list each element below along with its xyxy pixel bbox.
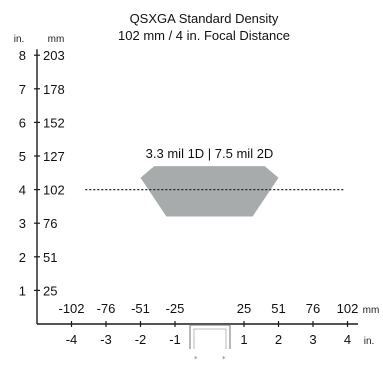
x-tick-label-inches: 2: [275, 332, 282, 347]
x-tick-label-inches: -2: [135, 332, 147, 347]
x-tick-label-inches: 3: [309, 332, 316, 347]
y-tick-label-inches: 6: [19, 115, 26, 130]
read-zone-area: [140, 166, 279, 217]
x-tick-label-mm: 51: [271, 301, 285, 316]
x-tick-label-inches: 1: [240, 332, 247, 347]
y-unit-mm: mm: [48, 34, 65, 45]
x-tick-label-mm: -51: [131, 301, 150, 316]
x-tick-label-inches: -1: [169, 332, 181, 347]
y-tick-label-mm: 203: [43, 48, 65, 63]
chart-title: QSXGA Standard Density: [130, 11, 279, 26]
x-tick-label-mm: -76: [97, 301, 116, 316]
y-tick-label-inches: 1: [19, 283, 26, 298]
svg-text:*: *: [194, 355, 198, 363]
x-tick-label-mm: -25: [166, 301, 185, 316]
x-tick-label-inches: -4: [66, 332, 78, 347]
y-tick-label-inches: 4: [19, 183, 26, 198]
y-tick-label-inches: 8: [19, 48, 26, 63]
y-tick-label-mm: 152: [43, 115, 65, 130]
y-tick-label-inches: 5: [19, 149, 26, 164]
y-tick-label-inches: 2: [19, 250, 26, 265]
x-unit-inches: in.: [364, 336, 375, 347]
x-tick-label-mm: 102: [337, 301, 359, 316]
y-tick-label-inches: 7: [19, 82, 26, 97]
x-tick-label-mm: -102: [58, 301, 84, 316]
read-zone-label: 3.3 mil 1D | 7.5 mil 2D: [146, 146, 274, 161]
y-tick-label-inches: 3: [19, 216, 26, 231]
x-axis-ticks: -102 -4 -76 -3 -51 -2 -25 -1 25 1 51 2 76 3 102 4: [58, 301, 358, 347]
x-tick-label-inches: 4: [344, 332, 351, 347]
y-tick-label-mm: 51: [43, 250, 57, 265]
svg-text:*: *: [222, 355, 226, 363]
y-unit-inches: in.: [14, 34, 25, 45]
y-axis-ticks: 1 25 2 51 3 76 4 102 5 127 6 152 7 178 8 203: [19, 48, 65, 298]
y-tick-label-mm: 178: [43, 82, 65, 97]
x-tick-label-inches: -3: [100, 332, 112, 347]
chart-subtitle: 102 mm / 4 in. Focal Distance: [118, 28, 290, 43]
x-unit-mm: mm: [363, 305, 380, 316]
y-tick-label-mm: 76: [43, 216, 57, 231]
scanner-device-icon: * *: [189, 324, 231, 363]
y-tick-label-mm: 25: [43, 283, 57, 298]
y-tick-label-mm: 127: [43, 149, 65, 164]
x-tick-label-mm: 25: [237, 301, 251, 316]
x-tick-label-mm: 76: [306, 301, 320, 316]
y-tick-label-mm: 102: [43, 183, 65, 198]
